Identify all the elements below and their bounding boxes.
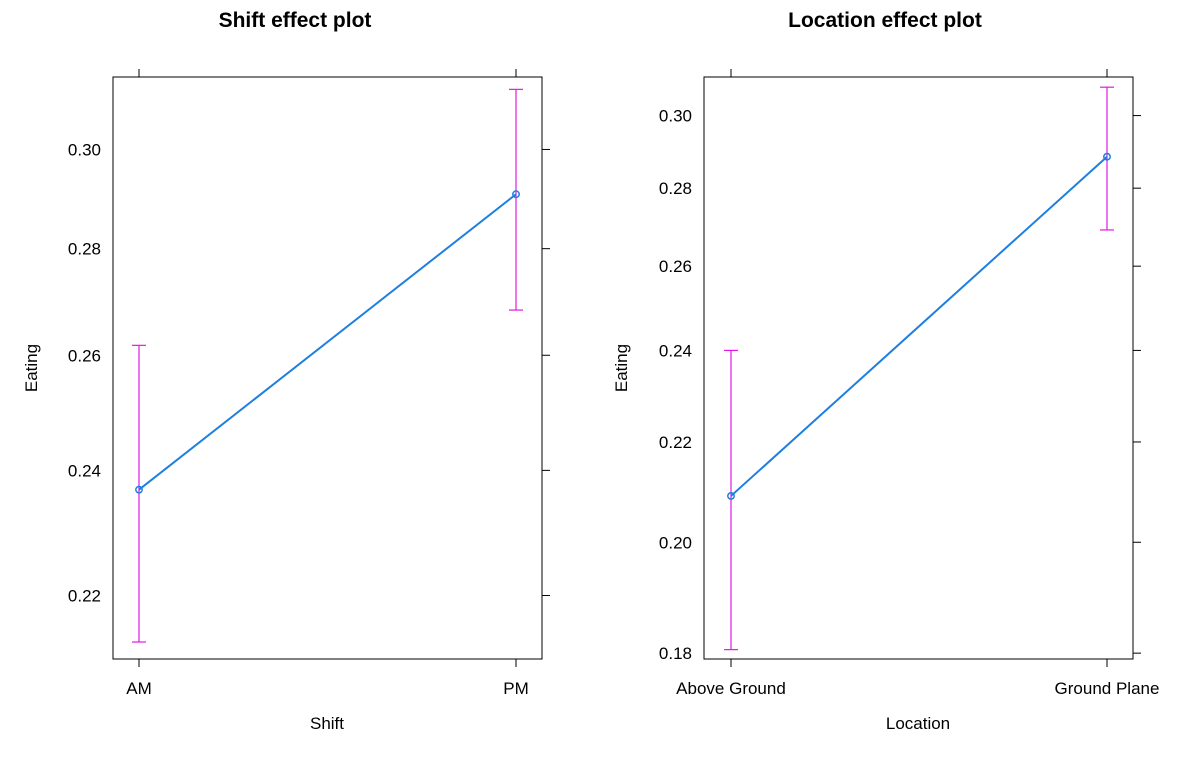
effect-points [727,152,1111,500]
shift-effect-panel: Shift effect plot 0.22 0.24 0.26 0.28 0.30 A… [22,9,550,733]
x-ticks: Above Ground Ground Plane [676,69,1159,698]
x-tick-label: AM [126,679,152,698]
x-tick-label: Above Ground [676,679,786,698]
y-tick-label: 0.22 [68,587,101,606]
data-point [727,491,735,500]
y-tick-label: 0.26 [68,346,101,365]
y-tick-label: 0.30 [68,140,101,159]
series-line [138,193,517,491]
y-tick-label: 0.28 [659,179,692,198]
y-axis-label: Eating [612,344,631,392]
chart-title: Shift effect plot [219,9,372,32]
x-axis-label: Location [886,714,950,733]
effect-line [730,155,1108,497]
location-effect-panel: Location effect plot 0.18 0.20 0.22 0.24 0.2… [612,9,1159,733]
y-ticks: 0.22 0.24 0.26 0.28 0.30 [68,140,550,606]
x-ticks: AM PM [126,69,529,698]
plot-frame [703,76,1134,660]
y-axis-label: Eating [22,344,41,392]
x-axis-label: Shift [310,714,344,733]
y-ticks: 0.18 0.20 0.22 0.24 0.26 0.28 0.30 [659,107,1141,663]
y-tick-label: 0.22 [659,433,692,452]
y-tick-label: 0.24 [659,341,692,360]
y-tick-label: 0.20 [659,533,692,552]
ci-bars [132,88,523,643]
x-tick-label: Ground Plane [1055,679,1160,698]
data-point [135,485,143,494]
series-line [730,155,1108,497]
ci-bars [724,86,1114,651]
data-point [1103,152,1111,161]
plot-frame [112,76,543,660]
y-tick-label: 0.28 [68,240,101,259]
y-tick-label: 0.24 [68,461,101,480]
effect-line [138,193,517,491]
y-tick-label: 0.30 [659,107,692,126]
x-tick-label: PM [503,679,529,698]
chart-title: Location effect plot [788,9,982,32]
effect-points [135,190,520,494]
y-tick-label: 0.26 [659,257,692,276]
data-point [512,190,520,199]
y-tick-label: 0.18 [659,644,692,663]
